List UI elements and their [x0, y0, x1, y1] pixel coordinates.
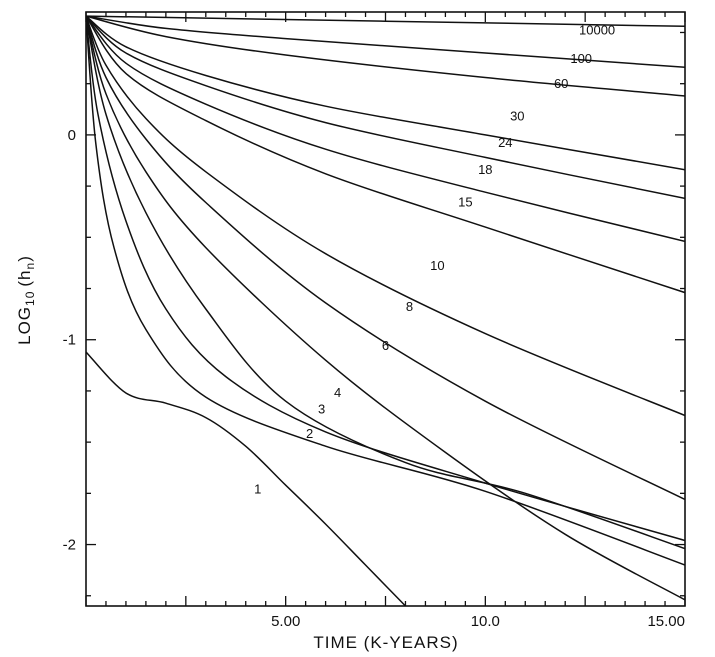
series-line-6 — [86, 15, 685, 601]
svg-text:LOG10(hn): LOG10 (hn) — [15, 255, 37, 345]
y-axis-title-paren: (h — [15, 269, 34, 286]
series-label-60: 60 — [554, 76, 568, 91]
series-line-2 — [86, 16, 685, 566]
series-line-3 — [86, 16, 685, 542]
series-label-30: 30 — [510, 109, 524, 124]
series-line-100 — [86, 15, 685, 69]
series-label-1: 1 — [254, 481, 261, 496]
series-line-30 — [86, 15, 685, 171]
series-label-3: 3 — [318, 402, 325, 417]
x-tick-label: 15.00 — [647, 613, 685, 630]
series-label-8: 8 — [406, 299, 413, 314]
series-line-15 — [86, 15, 685, 294]
tick-group — [85, 12, 686, 606]
y-tick-label: -2 — [63, 537, 76, 554]
series-label-6: 6 — [382, 338, 389, 353]
series-label-18: 18 — [478, 162, 492, 177]
y-tick-label: 0 — [68, 127, 76, 144]
y-axis-title-paren-sub: n — [23, 262, 37, 270]
x-axis-title: TIME (K-YEARS) — [313, 633, 458, 652]
series-label-24: 24 — [498, 135, 512, 150]
series-label-100: 100 — [570, 51, 592, 66]
series-line-60 — [86, 15, 685, 97]
series-label-10: 10 — [430, 258, 444, 273]
series-label-2: 2 — [306, 426, 313, 441]
series-line-24 — [86, 15, 685, 200]
series-line-1 — [86, 351, 407, 606]
y-axis-title-main: LOG — [15, 306, 34, 345]
series-group — [86, 15, 685, 606]
x-tick-label: 5.00 — [271, 613, 300, 630]
series-line-18 — [86, 15, 685, 243]
x-tick-label: 10.0 — [471, 613, 500, 630]
series-label-4: 4 — [334, 385, 341, 400]
series-label-15: 15 — [458, 195, 472, 210]
y-axis-title-sub: 10 — [23, 291, 37, 306]
y-axis-title-close: ) — [15, 255, 34, 262]
y-tick-label: -1 — [63, 332, 76, 349]
series-line-10 — [86, 15, 685, 417]
series-line-8 — [86, 15, 685, 501]
series-line-4 — [86, 15, 685, 550]
tick-label-group: 5.00 10.0 15.00 0 -1 -2 — [63, 127, 685, 630]
y-axis-title: LOG10 (hn) — [15, 255, 37, 345]
series-label-10000: 10000 — [579, 23, 615, 38]
